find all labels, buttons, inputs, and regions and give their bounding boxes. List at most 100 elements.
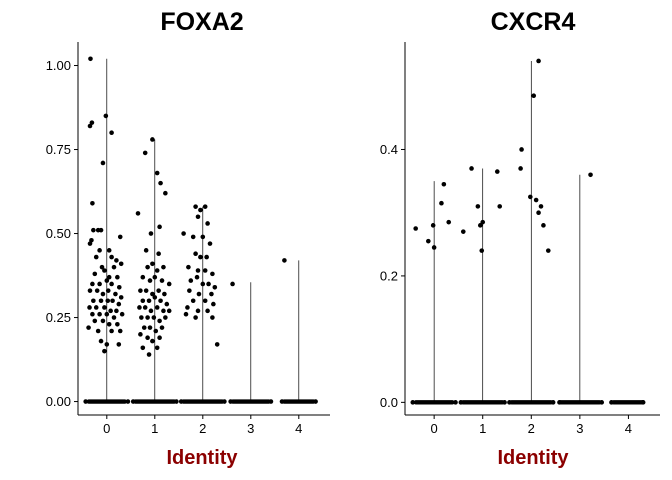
- cxcr4-panel: CXCR4 0.0 0.2 0.4 0 1 2 3 4 Identity: [380, 8, 660, 469]
- data-point: [193, 251, 198, 257]
- data-point: [118, 261, 124, 267]
- data-point: [148, 308, 154, 314]
- data-point: [200, 281, 206, 287]
- data-point: [140, 274, 146, 280]
- data-point: [313, 399, 318, 404]
- data-point: [83, 399, 88, 404]
- data-point: [88, 56, 93, 62]
- x-tick-label: 3: [576, 421, 583, 436]
- data-point: [105, 288, 111, 293]
- data-point: [458, 400, 464, 405]
- data-point: [105, 298, 111, 304]
- x-tick-label: 1: [479, 421, 486, 436]
- data-point: [116, 342, 122, 347]
- data-point: [91, 298, 96, 304]
- data-point: [187, 288, 192, 293]
- data-point: [98, 227, 104, 233]
- data-point: [100, 160, 106, 166]
- data-point: [198, 207, 203, 213]
- data-point: [157, 335, 162, 341]
- data-point: [166, 281, 172, 287]
- data-point: [142, 305, 148, 310]
- data-point: [519, 147, 524, 152]
- data-point: [98, 298, 104, 304]
- data-point: [143, 288, 149, 293]
- data-point: [640, 400, 646, 405]
- data-point: [109, 130, 114, 136]
- data-point: [106, 274, 112, 280]
- data-point: [480, 219, 486, 225]
- y-tick-label: 0.50: [46, 226, 71, 241]
- data-point: [99, 264, 105, 270]
- data-point: [110, 298, 115, 304]
- data-point: [439, 200, 444, 206]
- data-point: [103, 113, 109, 119]
- data-point: [181, 231, 186, 236]
- zero-point-band: [611, 400, 646, 405]
- data-point: [143, 248, 149, 253]
- data-point: [135, 211, 141, 216]
- data-point: [494, 169, 500, 174]
- data-point: [150, 338, 155, 344]
- y-tick-label: 0.4: [380, 142, 398, 157]
- data-point: [159, 278, 165, 283]
- data-point: [518, 166, 523, 171]
- y-tick-label: 1.00: [46, 58, 71, 73]
- data-point: [104, 311, 110, 317]
- data-point: [164, 301, 170, 307]
- data-point: [206, 281, 211, 287]
- data-point: [115, 321, 120, 327]
- data-point: [507, 400, 512, 405]
- data-point: [151, 315, 157, 320]
- data-point: [193, 315, 198, 320]
- data-point: [210, 271, 215, 277]
- x-tick-label: 0: [431, 421, 438, 436]
- data-point: [198, 254, 203, 260]
- x-tick-label: 0: [103, 421, 110, 436]
- x-tick-label: 1: [151, 421, 158, 436]
- data-point: [139, 315, 144, 320]
- data-point: [460, 229, 466, 234]
- data-point: [209, 291, 214, 297]
- data-point: [157, 224, 162, 230]
- data-point: [152, 295, 158, 300]
- data-point: [92, 271, 98, 277]
- data-point: [410, 400, 416, 405]
- data-point: [193, 204, 198, 209]
- zero-point-band: [413, 400, 455, 405]
- data-point: [116, 301, 122, 307]
- data-point: [162, 291, 167, 297]
- data-point: [154, 345, 160, 351]
- data-point: [89, 120, 95, 125]
- data-point: [536, 210, 541, 215]
- data-point: [502, 400, 507, 405]
- data-point: [195, 214, 201, 220]
- data-point: [202, 268, 208, 273]
- data-point: [214, 342, 220, 347]
- data-point: [210, 315, 215, 320]
- data-point: [104, 342, 110, 347]
- data-point: [109, 328, 114, 334]
- data-point: [137, 305, 142, 310]
- data-point: [141, 325, 147, 330]
- data-point: [186, 264, 191, 270]
- data-point: [183, 311, 189, 317]
- data-point: [195, 308, 201, 314]
- chart-title: FOXA2: [160, 8, 243, 36]
- data-point: [431, 245, 437, 250]
- data-point: [90, 311, 95, 317]
- x-axis-label: Identity: [166, 447, 238, 469]
- data-point: [228, 399, 233, 404]
- data-point: [282, 258, 287, 263]
- data-point: [150, 291, 155, 297]
- data-point: [163, 190, 168, 196]
- zero-point-band: [86, 399, 127, 404]
- data-point: [87, 288, 93, 293]
- data-point: [557, 400, 562, 405]
- data-point: [163, 315, 168, 320]
- data-point: [205, 308, 210, 314]
- data-point: [114, 308, 119, 314]
- data-point: [222, 399, 227, 404]
- data-point: [140, 345, 146, 351]
